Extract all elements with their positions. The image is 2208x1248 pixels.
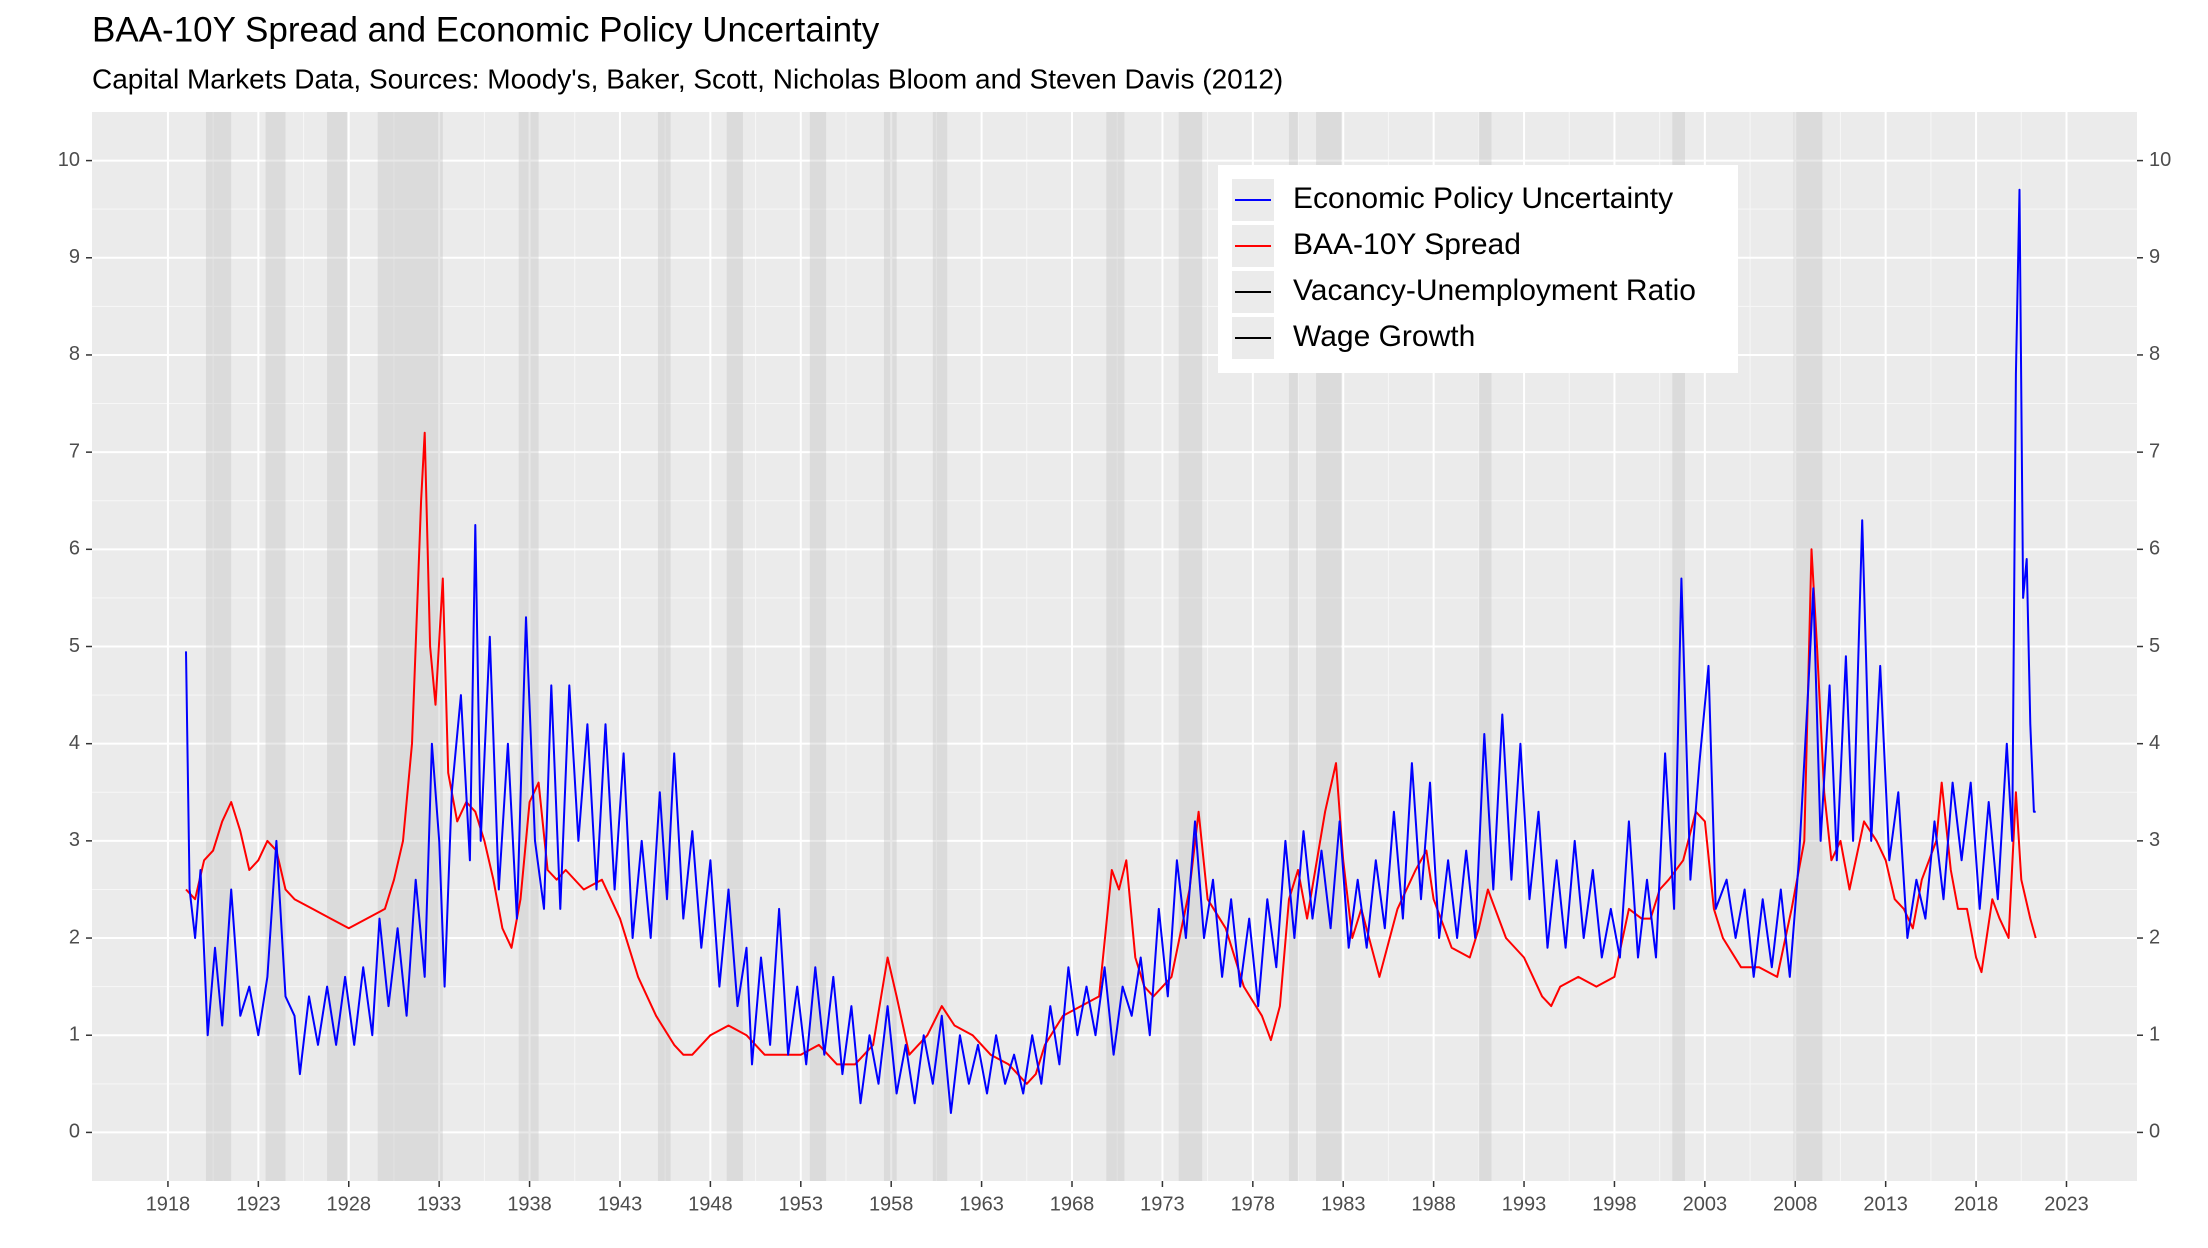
legend: Economic Policy Uncertainty BAA-10Y Sprea… — [1218, 165, 1738, 373]
x-tick-label: 1988 — [1411, 1193, 1456, 1215]
x-tick-label: 1958 — [869, 1193, 914, 1215]
y-tick-label: 6 — [69, 538, 80, 560]
legend-label: Wage Growth — [1293, 320, 1475, 353]
recession-band — [265, 112, 286, 1181]
x-tick-label: 1948 — [688, 1193, 733, 1215]
y-tick-label: 5 — [69, 635, 80, 657]
y-tick-label: 1 — [69, 1024, 80, 1046]
legend-label: Vacancy-Unemployment Ratio — [1293, 274, 1696, 307]
y2-tick-label: 4 — [2149, 732, 2160, 754]
recession-band — [1288, 112, 1299, 1181]
y2-tick-label: 1 — [2149, 1024, 2160, 1046]
x-tick-label: 2003 — [1683, 1193, 1728, 1215]
recession-band — [377, 112, 443, 1181]
chart-subtitle: Capital Markets Data, Sources: Moody's, … — [92, 63, 1283, 94]
x-tick-label: 1933 — [417, 1193, 462, 1215]
y-tick-label: 3 — [69, 829, 80, 851]
y2-tick-label: 0 — [2149, 1121, 2160, 1143]
y2-tick-label: 8 — [2149, 343, 2160, 365]
legend-label: Economic Policy Uncertainty — [1293, 182, 1673, 215]
series-line — [185, 431, 2037, 1085]
recession-band — [1178, 112, 1203, 1181]
recession-band — [932, 112, 948, 1181]
y-tick-label: 10 — [58, 149, 80, 171]
y2-tick-label: 5 — [2149, 635, 2160, 657]
y-tick-label: 4 — [69, 732, 80, 754]
x-tick-label: 1993 — [1502, 1193, 1547, 1215]
x-tick-label: 1973 — [1140, 1193, 1185, 1215]
x-tick-label: 2013 — [1863, 1193, 1908, 1215]
x-tick-label: 1918 — [146, 1193, 191, 1215]
recession-band — [726, 112, 743, 1181]
recession-band — [1793, 112, 1823, 1181]
chart-title: BAA-10Y Spread and Economic Policy Uncer… — [92, 10, 880, 49]
recession-band — [883, 112, 897, 1181]
recession-band — [657, 112, 671, 1181]
y2-tick-label: 10 — [2149, 149, 2171, 171]
y2-tick-label: 6 — [2149, 538, 2160, 560]
recession-band — [809, 112, 827, 1181]
y-tick-label: 0 — [69, 1121, 80, 1143]
y2-tick-label: 7 — [2149, 440, 2160, 462]
series-line — [185, 188, 2036, 1114]
y-tick-label: 2 — [69, 926, 80, 948]
y2-tick-label: 9 — [2149, 246, 2160, 268]
recession-band — [1672, 112, 1685, 1181]
x-tick-label: 1998 — [1592, 1193, 1637, 1215]
lines — [185, 188, 2037, 1114]
x-tick-label: 1953 — [779, 1193, 824, 1215]
y2-tick-label: 2 — [2149, 926, 2160, 948]
x-tick-label: 1963 — [959, 1193, 1004, 1215]
x-tick-label: 1968 — [1050, 1193, 1095, 1215]
x-tick-label: 1983 — [1321, 1193, 1366, 1215]
recession-band — [518, 112, 539, 1181]
axes: 1918 1923 1928 1933 1938 1943 1948 1953 1958 1963… — [58, 149, 2172, 1215]
x-tick-label: 1978 — [1231, 1193, 1276, 1215]
y2-tick-label: 3 — [2149, 829, 2160, 851]
x-tick-label: 2018 — [1954, 1193, 1999, 1215]
x-tick-label: 1943 — [598, 1193, 643, 1215]
y-tick-label: 7 — [69, 440, 80, 462]
y-tick-label: 9 — [69, 246, 80, 268]
x-tick-label: 1928 — [327, 1193, 372, 1215]
recession-band — [327, 112, 347, 1181]
x-tick-label: 2008 — [1773, 1193, 1818, 1215]
legend-label: BAA-10Y Spread — [1293, 228, 1521, 261]
grid — [92, 112, 2137, 1181]
x-tick-label: 2023 — [2044, 1193, 2089, 1215]
x-tick-label: 1938 — [507, 1193, 552, 1215]
y-tick-label: 8 — [69, 343, 80, 365]
recession-band — [1106, 112, 1125, 1181]
legend-box — [1218, 165, 1738, 373]
x-tick-label: 1923 — [236, 1193, 281, 1215]
